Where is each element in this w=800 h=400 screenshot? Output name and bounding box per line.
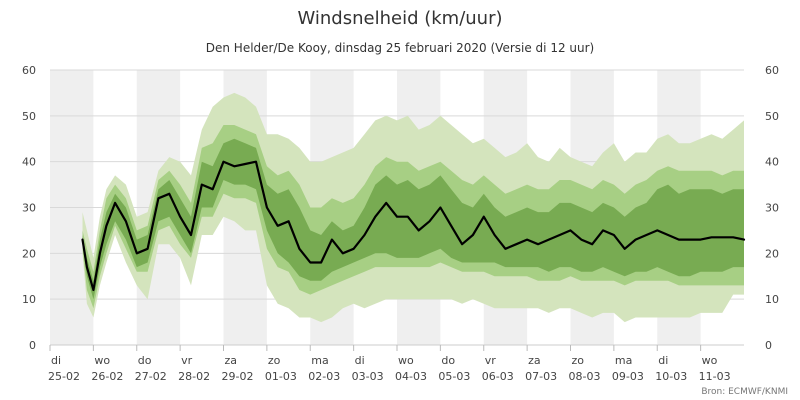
x-tick-date: 01-03 [265, 370, 297, 383]
y-tick-label-left: 10 [22, 293, 36, 306]
x-tick-day: do [138, 354, 152, 367]
y-tick-label-left: 30 [22, 202, 36, 215]
y-tick-label-left: 60 [22, 64, 36, 77]
x-tick-date: 25-02 [48, 370, 80, 383]
x-tick-date: 27-02 [135, 370, 167, 383]
x-tick-date: 07-03 [525, 370, 557, 383]
x-tick-day: di [355, 354, 365, 367]
x-tick-day: wo [94, 354, 110, 367]
chart-subtitle: Den Helder/De Kooy, dinsdag 25 februari … [206, 41, 594, 55]
y-tick-label-right: 60 [765, 64, 779, 77]
x-tick-day: vr [485, 354, 497, 367]
x-tick-day: wo [398, 354, 414, 367]
y-tick-label-right: 20 [765, 247, 779, 260]
x-tick-day: do [441, 354, 455, 367]
x-tick-date: 08-03 [569, 370, 601, 383]
median-line-layer [81, 160, 746, 292]
x-tick-day: di [51, 354, 61, 367]
y-tick-label-right: 40 [765, 156, 779, 169]
x-tick-date: 10-03 [655, 370, 687, 383]
x-tick-day: ma [311, 354, 328, 367]
x-tick-day: za [225, 354, 238, 367]
x-tick-day: vr [181, 354, 193, 367]
axes: 0 0 10 10 20 20 30 30 40 40 50 50 60 60 di 25-02 wo 26-02… [22, 64, 779, 383]
x-tick-date: 06-03 [482, 370, 514, 383]
x-tick-day: zo [572, 354, 585, 367]
x-tick-date: 11-03 [699, 370, 731, 383]
y-tick-label-left: 0 [29, 339, 36, 352]
x-tick-date: 02-03 [308, 370, 340, 383]
inner-band-area [82, 138, 744, 300]
x-tick-day: di [658, 354, 668, 367]
x-tick-day: ma [615, 354, 632, 367]
x-tick-date: 28-02 [178, 370, 210, 383]
x-tick-date: 05-03 [438, 370, 470, 383]
y-tick-label-left: 40 [22, 156, 36, 169]
y-tick-label-right: 0 [765, 339, 772, 352]
x-tick-date: 04-03 [395, 370, 427, 383]
x-tick-date: 03-03 [352, 370, 384, 383]
median-line [81, 160, 746, 292]
source-credit: Bron: ECMWF/KNMI [701, 387, 788, 397]
x-tick-day: wo [702, 354, 718, 367]
forecast-bands [82, 92, 744, 323]
x-tick-date: 29-02 [222, 370, 254, 383]
y-tick-label-right: 10 [765, 293, 779, 306]
y-tick-label-left: 20 [22, 247, 36, 260]
y-tick-label-left: 50 [22, 110, 36, 123]
x-tick-date: 09-03 [612, 370, 644, 383]
chart-title: Windsnelheid (km/uur) [297, 8, 502, 29]
x-tick-day: zo [268, 354, 281, 367]
y-tick-label-right: 50 [765, 110, 779, 123]
y-tick-label-right: 30 [765, 202, 779, 215]
x-tick-date: 26-02 [91, 370, 123, 383]
x-tick-day: za [528, 354, 541, 367]
